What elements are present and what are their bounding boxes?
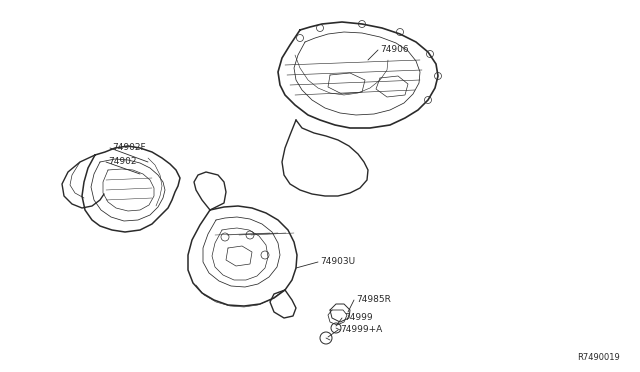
Text: 74906: 74906 xyxy=(380,45,408,55)
Text: 74999+A: 74999+A xyxy=(340,326,382,334)
Text: R7490019: R7490019 xyxy=(577,353,620,362)
Text: 74902F: 74902F xyxy=(112,144,146,153)
Text: 74985R: 74985R xyxy=(356,295,391,305)
Text: 74902: 74902 xyxy=(108,157,136,167)
Text: 74999: 74999 xyxy=(344,314,372,323)
Text: 74903U: 74903U xyxy=(320,257,355,266)
